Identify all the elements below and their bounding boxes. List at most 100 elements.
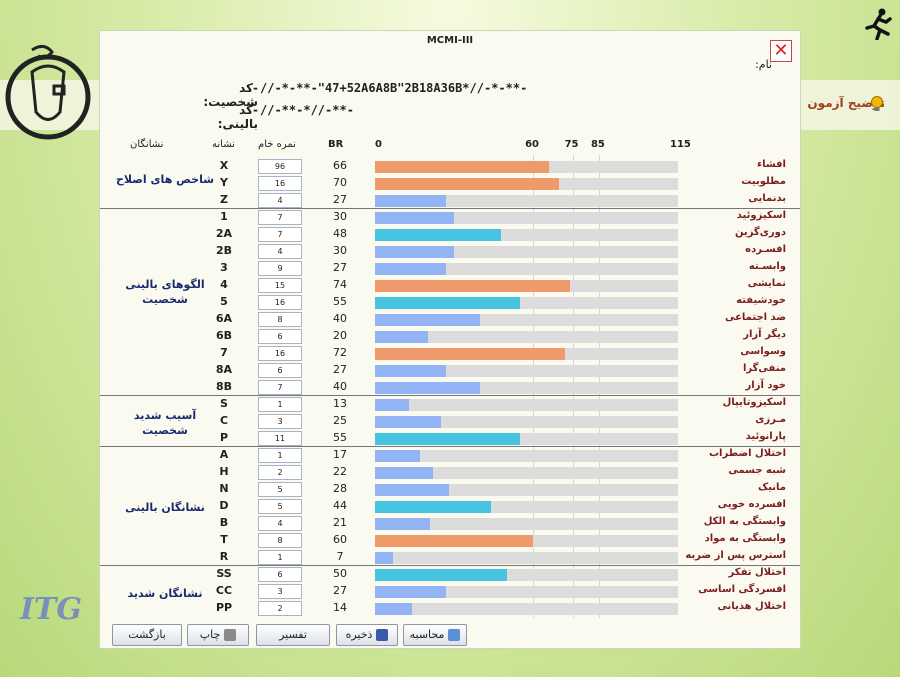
exit-run-icon[interactable] — [862, 8, 892, 40]
mcmi-result-dialog: MCMI-III ✕ نام: -کد شخصیت: //-*-**-"47+5… — [99, 30, 801, 649]
br-bar — [375, 314, 481, 326]
clinical-code-value: //-**-*//-**- — [260, 103, 354, 117]
calculate-button[interactable]: محاسبه — [403, 624, 467, 646]
scale-name: اختلال اضطراب — [709, 448, 786, 459]
br-bar — [375, 450, 420, 462]
scale-name: ضد اجتماعی — [724, 312, 786, 323]
raw-score-input[interactable]: 7 — [258, 380, 302, 395]
group-validity: شاخص های اصلاح — [115, 173, 215, 186]
raw-score-input[interactable]: 8 — [258, 312, 302, 327]
br-bar — [375, 229, 502, 241]
br-score: 30 — [333, 244, 347, 257]
personal-code-label: -کد شخصیت: — [203, 81, 258, 109]
group-separator — [100, 395, 800, 396]
scale-name: افشاء — [756, 159, 786, 170]
scale-name: بدنمایی — [748, 193, 786, 204]
raw-score-input[interactable]: 5 — [258, 499, 302, 514]
scale-code: 6A — [215, 312, 233, 325]
close-button[interactable]: ✕ — [770, 40, 792, 62]
lightbulb-icon[interactable] — [870, 96, 884, 114]
raw-score-input[interactable]: 1 — [258, 550, 302, 565]
scale-name: افسرده خویی — [717, 499, 786, 510]
scale-name: افسـرده — [745, 244, 786, 255]
br-bar-track — [375, 552, 678, 564]
raw-score-input[interactable]: 6 — [258, 567, 302, 582]
raw-score-input[interactable]: 7 — [258, 210, 302, 225]
scale-code: S — [220, 397, 228, 410]
save-button[interactable]: ذخیره — [336, 624, 398, 646]
raw-score-input[interactable]: 4 — [258, 244, 302, 259]
br-bar — [375, 603, 412, 615]
raw-score-input[interactable]: 96 — [258, 159, 302, 174]
raw-score-input[interactable]: 8 — [258, 533, 302, 548]
br-bar-track — [375, 399, 678, 411]
scale-code: C — [219, 414, 229, 427]
scale-name: وسواسی — [740, 346, 786, 357]
br-score: 48 — [333, 227, 347, 240]
raw-score-input[interactable]: 9 — [258, 261, 302, 276]
br-score: 21 — [333, 516, 347, 529]
scale-name: نمایشی — [747, 278, 786, 289]
scale-name: منفی‌گرا — [742, 363, 786, 374]
br-bar — [375, 195, 447, 207]
raw-score-input[interactable]: 16 — [258, 346, 302, 361]
raw-score-input[interactable]: 7 — [258, 227, 302, 242]
group-separator — [100, 565, 800, 566]
raw-score-input[interactable]: 4 — [258, 516, 302, 531]
br-score: 27 — [333, 584, 347, 597]
scale-name: افسردگی اساسی — [698, 584, 786, 595]
scale-name: پارانوئید — [745, 431, 786, 442]
raw-score-input[interactable]: 6 — [258, 329, 302, 344]
scale-code: 3 — [220, 261, 228, 274]
raw-score-input[interactable]: 16 — [258, 295, 302, 310]
interpret-button[interactable]: تفسیر — [256, 624, 330, 646]
raw-score-input[interactable]: 3 — [258, 584, 302, 599]
raw-score-input[interactable]: 2 — [258, 601, 302, 616]
br-bar-track — [375, 263, 678, 275]
group-severe-personality: آسیب شدید شخصیت — [133, 409, 197, 437]
br-bar-track — [375, 484, 678, 496]
scale-tick-85: 85 — [590, 139, 605, 150]
scale-code: H — [219, 465, 229, 478]
raw-score-input[interactable]: 6 — [258, 363, 302, 378]
raw-score-input[interactable]: 5 — [258, 482, 302, 497]
br-score: 72 — [333, 346, 347, 359]
raw-score-input[interactable]: 3 — [258, 414, 302, 429]
name-label: نام: — [755, 58, 772, 71]
br-score: 13 — [333, 397, 347, 410]
group-separator — [100, 208, 800, 209]
scale-code: CC — [215, 584, 233, 597]
raw-score-input[interactable]: 16 — [258, 176, 302, 191]
scale-code: 1 — [220, 210, 228, 223]
raw-score-input[interactable]: 4 — [258, 193, 302, 208]
scale-name: خود آزار — [745, 380, 786, 391]
br-bar-track — [375, 467, 678, 479]
br-bar — [375, 467, 433, 479]
test-help-link[interactable]: توضیح آزمون — [807, 96, 885, 110]
scale-name: اسکیزوئید — [736, 210, 786, 221]
br-bar — [375, 484, 449, 496]
br-bar — [375, 246, 455, 258]
br-bar — [375, 280, 570, 292]
scale-code: Z — [220, 193, 228, 206]
br-score: 27 — [333, 261, 347, 274]
br-score: 22 — [333, 465, 347, 478]
header-groups: نشانگان — [130, 139, 164, 150]
raw-score-input[interactable]: 15 — [258, 278, 302, 293]
print-button[interactable]: چاپ — [187, 624, 249, 646]
back-button[interactable]: بازگشت — [112, 624, 182, 646]
scale-tick-0: 0 — [375, 139, 382, 150]
br-bar — [375, 382, 481, 394]
raw-score-input[interactable]: 11 — [258, 431, 302, 446]
raw-score-input[interactable]: 2 — [258, 465, 302, 480]
scale-name: اسکیزوتایپال — [722, 397, 786, 408]
scale-name: اختلال هذیانی — [717, 601, 786, 612]
scale-name: مانیک — [757, 482, 786, 493]
br-score: 17 — [333, 448, 347, 461]
raw-score-input[interactable]: 1 — [258, 448, 302, 463]
scale-code: N — [219, 482, 229, 495]
br-score: 30 — [333, 210, 347, 223]
raw-score-input[interactable]: 1 — [258, 397, 302, 412]
group-clinical-syndromes: نشانگان بالینی — [125, 501, 205, 514]
scale-tick-75: 75 — [564, 139, 579, 150]
